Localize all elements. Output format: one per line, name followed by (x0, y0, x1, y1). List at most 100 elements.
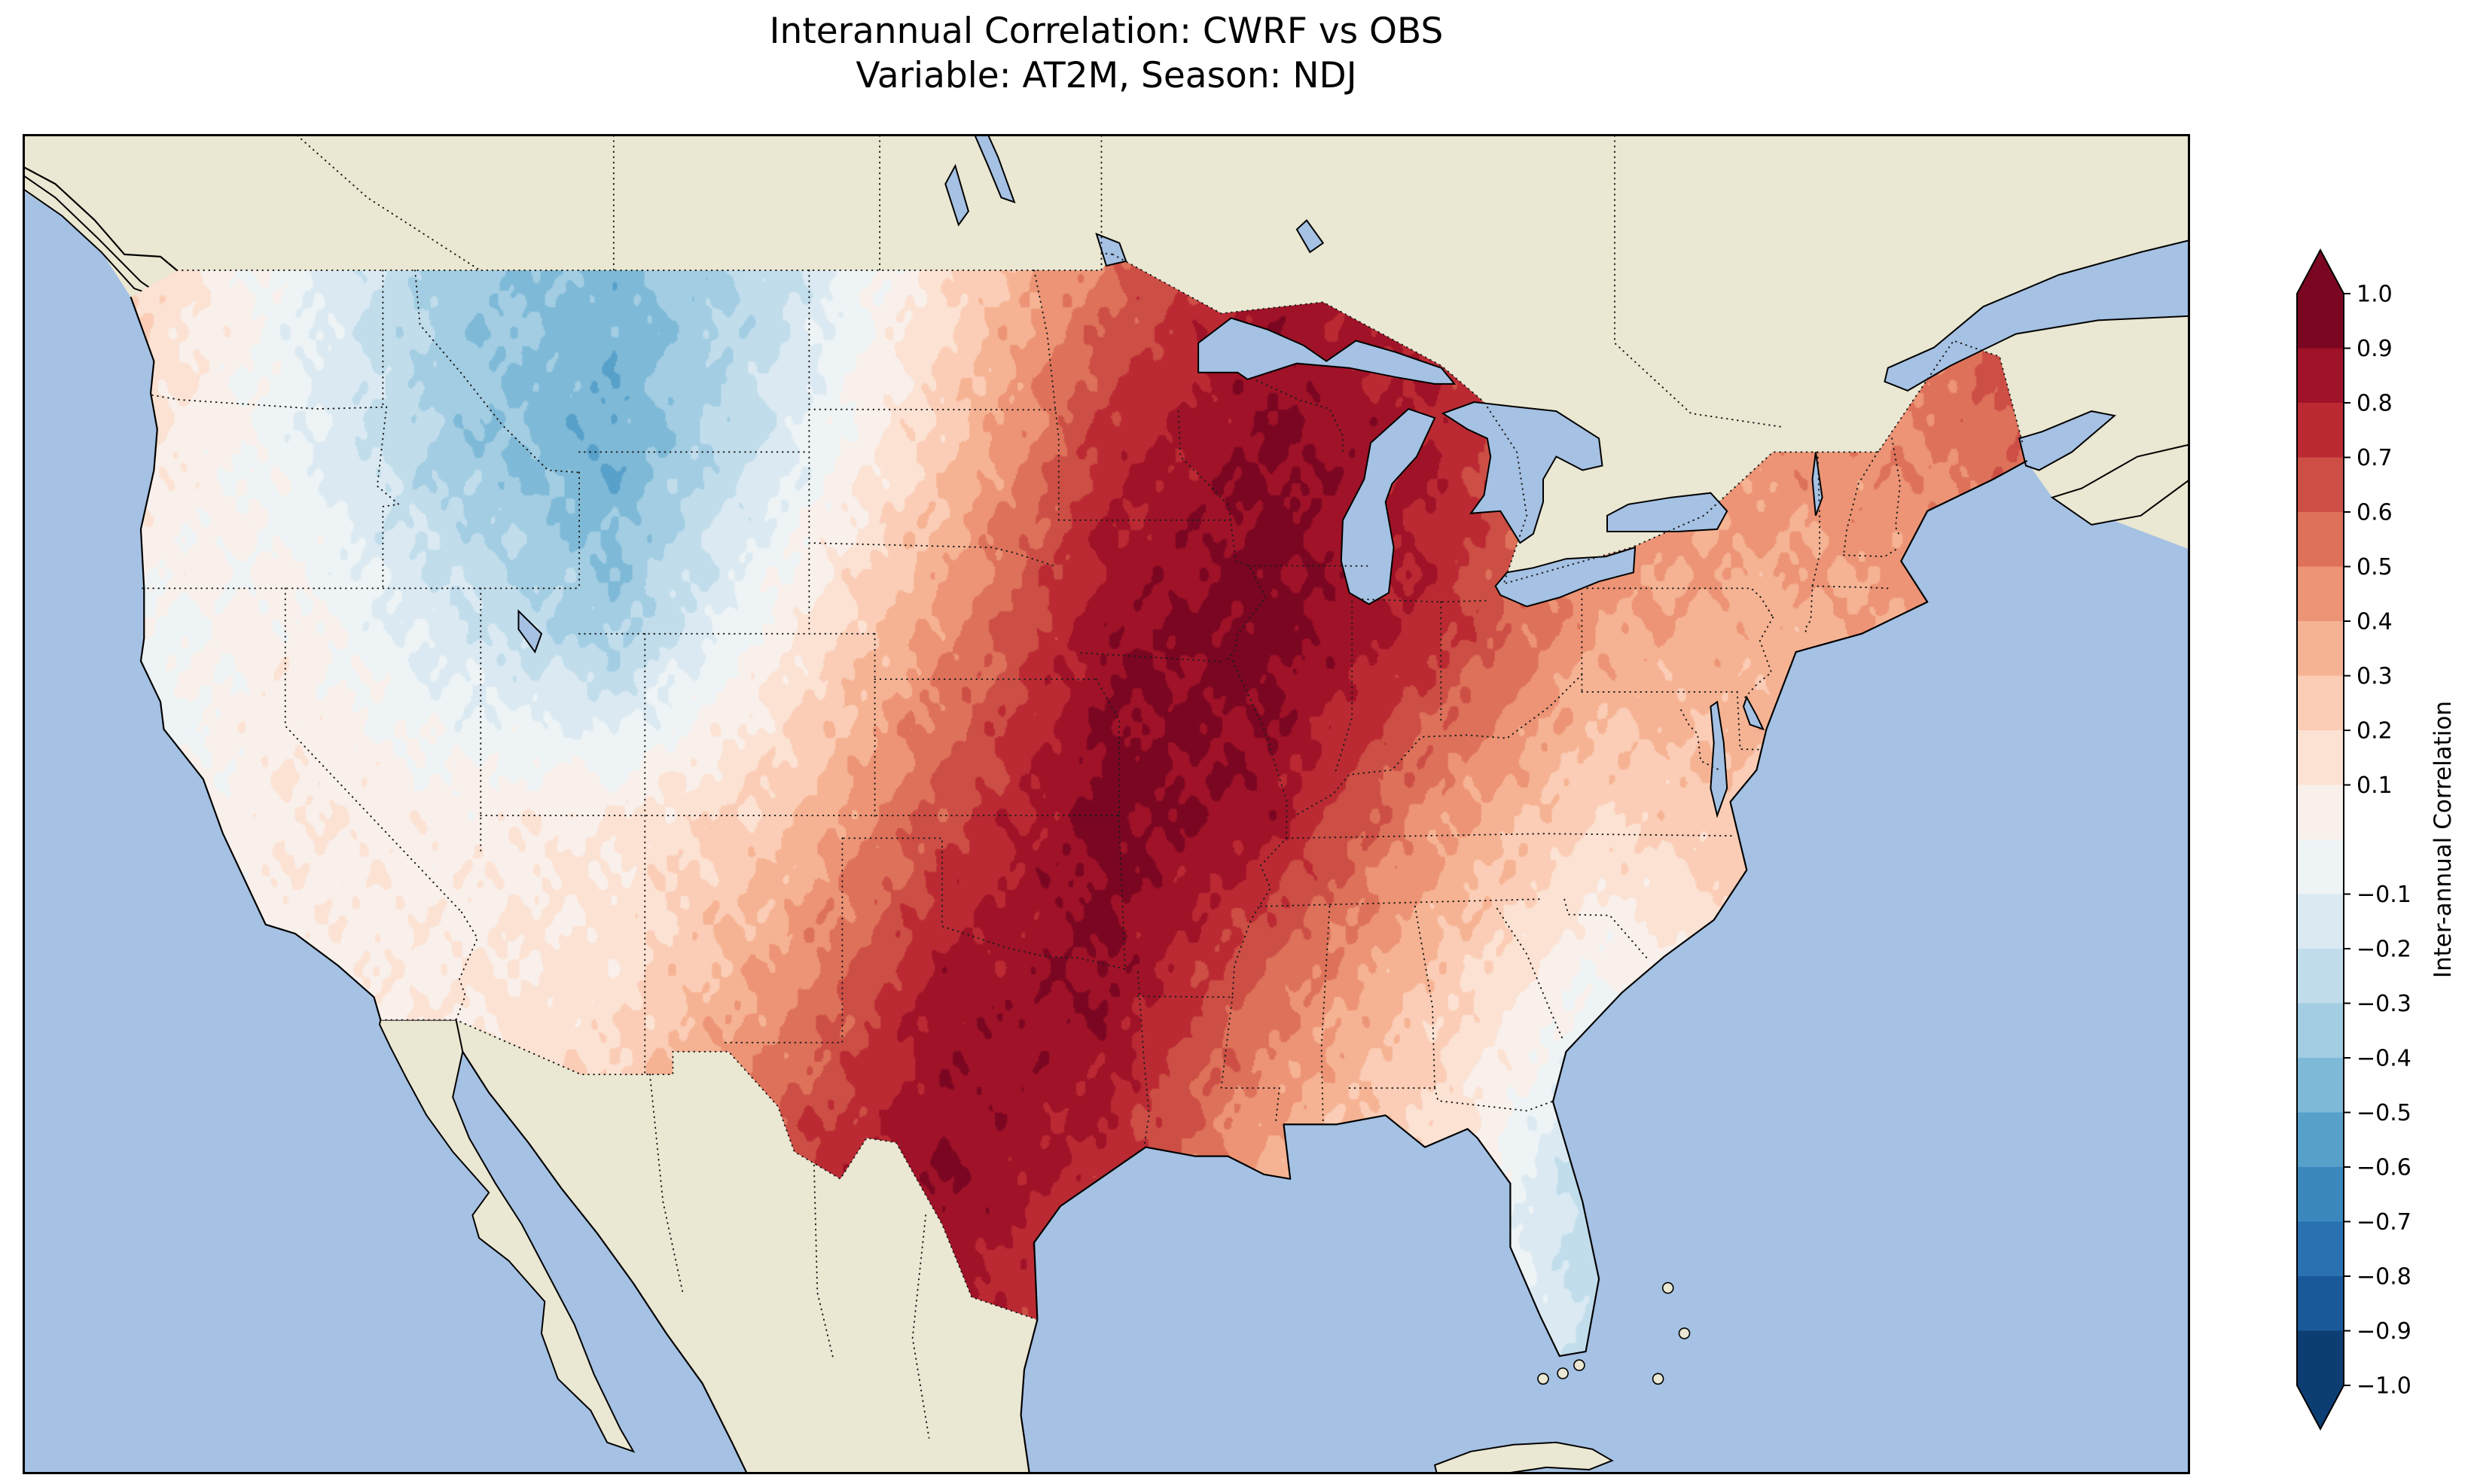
island-1 (1557, 1367, 1569, 1379)
national-border-1 (175, 251, 1114, 271)
colorbar-band-3 (2297, 457, 2344, 513)
map-content (23, 134, 2190, 1474)
lake-delawarebay (1742, 695, 1765, 731)
island-3 (1652, 1373, 1664, 1385)
island-4 (1678, 1327, 1691, 1339)
state-border-51 (1680, 709, 1721, 771)
lake-huron (1441, 401, 1603, 544)
state-border-24 (724, 837, 843, 1044)
state-border-61 (911, 1214, 930, 1439)
lake-stlawrence (1884, 239, 2190, 392)
colorbar-band-9 (2297, 785, 2344, 840)
colorbar-tick-label: 0.5 (2357, 554, 2393, 580)
colorbar: 1.0 0.9 0.8 0.7 0.6 0.5 0.4 0.3 0.2 0.1 −0.1 −0.2 −0… (2296, 248, 2411, 1431)
state-border-32 (1286, 833, 1736, 840)
lake-superior (1197, 317, 1457, 385)
coastline-mexico-gulf (1020, 1318, 1039, 1474)
colorbar-tick-label: 1.0 (2357, 282, 2393, 308)
chart-title-line1: Interannual Correlation: CWRF vs OBS (769, 11, 1444, 52)
state-border-0 (151, 394, 388, 410)
mexico-land (456, 1019, 1038, 1474)
colorbar-tick-label: −0.6 (2357, 1155, 2411, 1181)
colorbar-band-7 (2297, 675, 2344, 731)
nova-scotia (2050, 443, 2190, 526)
colorbar-extend-max (2297, 250, 2344, 294)
colorbar-band-19 (2297, 1330, 2344, 1386)
colorbar-tick-label: 0.6 (2357, 500, 2393, 526)
state-border-29 (1414, 905, 1436, 1089)
colorbar-band-15 (2297, 1112, 2344, 1168)
colorbar-band-5 (2297, 566, 2344, 622)
chart-title-line2: Variable: AT2M, Season: NDJ (856, 55, 1357, 96)
state-border-38 (1362, 598, 1487, 603)
cuba-island (1433, 1441, 1614, 1474)
colorbar-tick-label: 0.8 (2357, 391, 2393, 417)
coastline-gulf-atlantic (1033, 460, 2027, 1358)
baja-peninsula (378, 1019, 636, 1453)
colorbar-tick-label: 0.2 (2357, 718, 2393, 745)
colorbar-tick-label: 0.1 (2357, 772, 2393, 799)
colorbar-band-1 (2297, 348, 2344, 404)
lake-manitoba (944, 163, 969, 227)
colorbar-tick-label: −0.3 (2357, 991, 2411, 1017)
lake-winnipeg (973, 134, 1016, 204)
colorbar-tick-label: −0.9 (2357, 1318, 2411, 1345)
map-frame (23, 134, 2190, 1474)
state-border-58 (1614, 134, 1784, 428)
state-border-33 (1231, 660, 1288, 998)
island-2 (1537, 1373, 1549, 1385)
colorbar-tick-label: 0.9 (2357, 336, 2393, 362)
state-border-34 (1177, 410, 1267, 663)
colorbar-tick-label: −0.8 (2357, 1264, 2411, 1291)
island-5 (1661, 1281, 1674, 1294)
state-border-1 (376, 406, 401, 590)
colorbar-band-4 (2297, 512, 2344, 568)
colorbar-tick-label: 0.7 (2357, 445, 2393, 471)
state-border-60 (813, 1164, 835, 1362)
colorbar-band-0 (2297, 294, 2344, 349)
colorbar-extend-min (2297, 1385, 2344, 1429)
state-border-4 (455, 911, 479, 1021)
national-border-2 (1112, 253, 2024, 585)
lake-woods (1095, 233, 1127, 267)
colorbar-band-17 (2297, 1221, 2344, 1277)
chart-title: Interannual Correlation: CWRF vs OBS Var… (23, 9, 2190, 98)
coastline-pacific (130, 297, 382, 1021)
colorbar-band-8 (2297, 730, 2344, 786)
state-border-36 (1334, 600, 1353, 776)
colorbar-band-18 (2297, 1276, 2344, 1332)
state-border-25 (1136, 995, 1234, 998)
state-border-22 (1118, 815, 1126, 970)
state-border-21 (1095, 678, 1120, 817)
colorbar-band-14 (2297, 1058, 2344, 1114)
coastline-british-columbia (23, 165, 178, 272)
correlation-map (23, 134, 2190, 1474)
state-border-46 (1811, 585, 1890, 590)
lake-nipigon (1295, 219, 1325, 254)
colorbar-tick-label: −0.7 (2357, 1209, 2411, 1236)
lake-saltlake (517, 609, 543, 654)
state-border-15 (808, 542, 1055, 567)
state-border-17 (1033, 270, 1060, 521)
colorbar-tick-label: 0.3 (2357, 663, 2393, 690)
lake-chesapeake (1710, 700, 1728, 818)
state-border-59 (648, 1074, 684, 1294)
colorbar-axis-label: Inter-annual Correlation (2430, 700, 2457, 979)
state-border-42 (1255, 379, 1344, 456)
state-border-44 (1804, 451, 1821, 635)
colorbar-band-6 (2297, 621, 2344, 677)
state-border-31 (1259, 898, 1544, 907)
lake-fundy (2018, 410, 2116, 471)
colorbar-tick-label: −0.2 (2357, 937, 2411, 963)
colorbar-band-2 (2297, 403, 2344, 459)
colorbar-tick-label: −0.1 (2357, 882, 2411, 908)
colorbar-band-12 (2297, 949, 2344, 1004)
colorbar-tick-label: 0.4 (2357, 609, 2393, 635)
island-0 (1573, 1359, 1585, 1371)
lake-erie (1494, 546, 1637, 608)
colorbar-band-16 (2297, 1167, 2344, 1223)
state-border-35 (1248, 565, 1369, 567)
colorbar-band-13 (2297, 1003, 2344, 1059)
state-border-43 (1297, 674, 1583, 815)
